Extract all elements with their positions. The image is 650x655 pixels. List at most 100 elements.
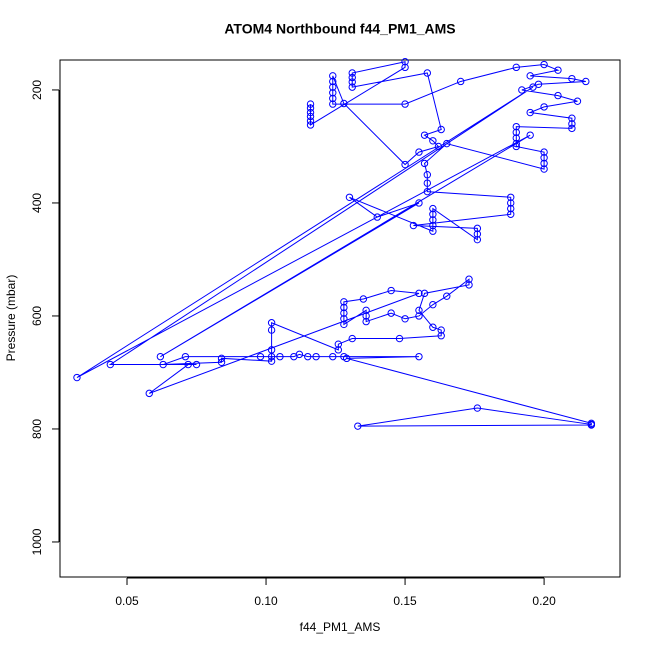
data-point xyxy=(437,125,445,134)
data-point xyxy=(329,77,337,86)
data-point xyxy=(423,179,432,187)
y-tick-label: 400 xyxy=(30,193,44,213)
data-point xyxy=(329,89,337,97)
data-point xyxy=(443,139,451,148)
data-point xyxy=(507,210,515,218)
y-tick-label: 200 xyxy=(30,80,44,100)
data-point xyxy=(387,309,395,317)
data-point xyxy=(401,57,409,66)
data-point xyxy=(512,142,520,151)
data-point xyxy=(540,154,548,162)
data-point xyxy=(329,352,337,361)
data-point xyxy=(465,281,473,289)
data-point xyxy=(362,306,370,315)
data-point xyxy=(340,298,348,306)
data-point xyxy=(473,404,482,412)
data-point xyxy=(106,360,115,369)
data-point xyxy=(334,346,343,354)
x-tick-label: 0.15 xyxy=(393,594,417,608)
data-point xyxy=(409,221,418,230)
data-point xyxy=(573,97,582,105)
data-point xyxy=(512,139,520,148)
data-point xyxy=(429,300,437,309)
data-point xyxy=(526,72,534,80)
x-axis-label: f44_PM1_AMS xyxy=(300,620,381,634)
data-point xyxy=(423,69,432,77)
data-point xyxy=(329,100,337,108)
data-point xyxy=(340,99,348,108)
data-point xyxy=(359,295,368,303)
data-point xyxy=(473,224,482,233)
data-point xyxy=(401,100,409,108)
data-point xyxy=(434,142,443,151)
data-point xyxy=(582,77,590,86)
data-point xyxy=(312,352,320,361)
data-point xyxy=(415,148,423,156)
data-point xyxy=(540,60,548,69)
data-point xyxy=(192,360,201,369)
data-point xyxy=(415,312,423,320)
data-point xyxy=(568,120,576,128)
data-point xyxy=(465,275,473,283)
data-point xyxy=(181,352,190,361)
data-point xyxy=(512,128,520,137)
y-axis-label: Pressure (mbar) xyxy=(4,275,18,362)
y-tick-label: 800 xyxy=(30,419,44,439)
data-point xyxy=(340,309,348,317)
data-point xyxy=(587,420,596,429)
data-point xyxy=(437,326,445,334)
data-point xyxy=(568,74,576,83)
data-point xyxy=(540,159,548,168)
data-point xyxy=(568,114,576,122)
data-point xyxy=(529,83,537,91)
data-point xyxy=(554,91,562,100)
data-point xyxy=(306,117,315,125)
data-point xyxy=(362,317,370,326)
data-point xyxy=(295,350,304,359)
data-point xyxy=(429,137,437,145)
plot-frame xyxy=(59,59,621,578)
data-point xyxy=(340,320,348,329)
data-point xyxy=(568,124,576,133)
data-point xyxy=(456,77,465,86)
data-point xyxy=(276,352,284,361)
data-point xyxy=(415,306,423,315)
data-point xyxy=(423,187,432,196)
data-point xyxy=(306,100,315,108)
data-point xyxy=(526,108,534,117)
data-point xyxy=(342,354,351,363)
chart-title: ATOM4 Northbound f44_PM1_AMS xyxy=(224,21,455,37)
data-point xyxy=(306,121,315,129)
data-point xyxy=(512,122,520,131)
data-point xyxy=(267,357,276,365)
data-point xyxy=(329,72,337,80)
data-point xyxy=(507,193,515,202)
data-point xyxy=(348,334,356,343)
data-point xyxy=(473,230,482,238)
data-point xyxy=(145,389,153,398)
data-point xyxy=(395,334,404,343)
data-point xyxy=(256,352,265,361)
x-tick-label: 0.20 xyxy=(532,594,556,608)
data-point xyxy=(423,171,432,179)
data-point xyxy=(512,134,520,142)
data-point xyxy=(329,83,337,91)
data-point xyxy=(73,373,81,382)
data-point xyxy=(415,199,423,207)
data-point xyxy=(348,78,356,86)
data-point xyxy=(443,292,451,300)
data-point xyxy=(540,103,548,111)
data-point xyxy=(540,165,548,173)
data-point xyxy=(429,221,437,230)
data-point xyxy=(429,227,437,235)
data-point xyxy=(348,73,356,82)
data-point xyxy=(554,66,562,74)
data-line xyxy=(76,61,592,427)
data-point xyxy=(354,422,362,430)
data-point xyxy=(362,312,370,320)
data-point xyxy=(540,148,548,156)
data-point xyxy=(401,63,409,72)
data-point xyxy=(267,352,276,361)
data-point xyxy=(348,83,356,91)
